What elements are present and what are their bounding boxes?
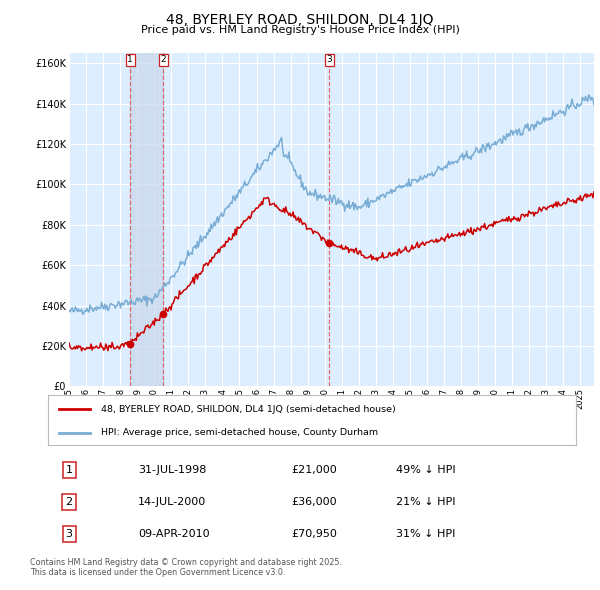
Text: 48, BYERLEY ROAD, SHILDON, DL4 1JQ (semi-detached house): 48, BYERLEY ROAD, SHILDON, DL4 1JQ (semi… (101, 405, 395, 414)
Text: £70,950: £70,950 (291, 529, 337, 539)
Text: 31-JUL-1998: 31-JUL-1998 (138, 466, 206, 476)
Text: Contains HM Land Registry data © Crown copyright and database right 2025.
This d: Contains HM Land Registry data © Crown c… (30, 558, 342, 577)
Text: 09-APR-2010: 09-APR-2010 (138, 529, 209, 539)
Text: 1: 1 (65, 466, 73, 476)
Text: 2: 2 (161, 55, 166, 64)
Text: 3: 3 (65, 529, 73, 539)
Text: £21,000: £21,000 (291, 466, 337, 476)
Text: 21% ↓ HPI: 21% ↓ HPI (397, 497, 456, 507)
Text: 14-JUL-2000: 14-JUL-2000 (138, 497, 206, 507)
Text: 3: 3 (326, 55, 332, 64)
Text: Price paid vs. HM Land Registry's House Price Index (HPI): Price paid vs. HM Land Registry's House … (140, 25, 460, 35)
Text: 2: 2 (65, 497, 73, 507)
Text: £36,000: £36,000 (291, 497, 337, 507)
Text: 48, BYERLEY ROAD, SHILDON, DL4 1JQ: 48, BYERLEY ROAD, SHILDON, DL4 1JQ (166, 13, 434, 27)
Text: HPI: Average price, semi-detached house, County Durham: HPI: Average price, semi-detached house,… (101, 428, 378, 437)
Text: 1: 1 (127, 55, 133, 64)
Text: 49% ↓ HPI: 49% ↓ HPI (397, 466, 456, 476)
Text: 31% ↓ HPI: 31% ↓ HPI (397, 529, 456, 539)
Bar (130, 53, 163, 386)
